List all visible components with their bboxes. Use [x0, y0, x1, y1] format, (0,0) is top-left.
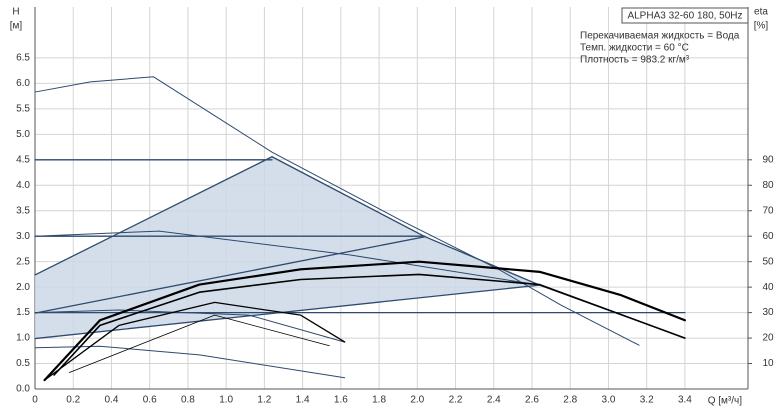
- y-unit: [м]: [10, 21, 23, 32]
- y2-tick-label: 60: [762, 231, 774, 242]
- y2-tick-label: 50: [762, 256, 774, 267]
- y-tick-label: 5.5: [16, 104, 30, 115]
- x-tick-label: 1.4: [296, 395, 310, 406]
- x-tick-label: 0.8: [181, 395, 195, 406]
- x-label: Q [м³/ч]: [708, 396, 743, 406]
- x-tick-label: 3.2: [640, 395, 654, 406]
- x-tick-label: 0: [32, 395, 38, 406]
- x-tick-label: 3.4: [678, 395, 692, 406]
- efficiency-curve: [43, 260, 687, 382]
- y-tick-label: 6.5: [16, 53, 30, 64]
- y2-tick-label: 30: [762, 307, 774, 318]
- y-tick-label: 2.5: [16, 256, 30, 267]
- y-tick-label: 3.0: [16, 231, 30, 242]
- y-tick-label: 1.5: [16, 307, 30, 318]
- pump-curve: [34, 236, 426, 314]
- annotation: Плотность = 983.2 кг/м³: [580, 55, 690, 66]
- pump-curve: [34, 284, 541, 340]
- efficiency-curve: [69, 314, 330, 373]
- efficiency-curve: [43, 301, 346, 381]
- pump-curve: [34, 309, 346, 343]
- y2-tick-label: 40: [762, 282, 774, 293]
- y-tick-label: 4.0: [16, 180, 30, 191]
- y-tick-label: 6.0: [16, 78, 30, 89]
- y2-tick-label: 10: [762, 358, 774, 369]
- x-tick-label: 2.4: [487, 395, 501, 406]
- operating-area: [35, 156, 540, 339]
- y-tick-label: 3.5: [16, 205, 30, 216]
- x-tick-label: 1.8: [372, 395, 386, 406]
- x-tick-label: 1.0: [219, 395, 233, 406]
- y-label: H: [12, 7, 19, 18]
- chart-title: ALPHA3 32-60 180, 50Hz: [627, 11, 742, 22]
- y2-tick-label: 80: [762, 180, 774, 191]
- y2-tick-label: 70: [762, 205, 774, 216]
- annotation: Перекачиваемая жидкость = Вода: [580, 31, 740, 42]
- y2-tick-label: 90: [762, 154, 774, 165]
- x-tick-label: 3.0: [602, 395, 616, 406]
- y-tick-label: 5.0: [16, 129, 30, 140]
- x-tick-label: 2.8: [563, 395, 577, 406]
- x-tick-label: 1.6: [334, 395, 348, 406]
- y-tick-label: 1.0: [16, 333, 30, 344]
- x-tick-label: 0.2: [66, 395, 80, 406]
- x-tick-label: 2.2: [449, 395, 463, 406]
- y2-label: eta: [754, 7, 768, 18]
- pump-curve: [34, 76, 640, 346]
- efficiency-curve: [53, 273, 686, 376]
- y2-tick-label: 20: [762, 333, 774, 344]
- y-tick-label: 4.5: [16, 154, 30, 165]
- pump-curve: [34, 345, 346, 379]
- y-tick-label: 0.5: [16, 358, 30, 369]
- x-tick-label: 0.4: [105, 395, 119, 406]
- annotation: Темп. жидкости = 60 °C: [580, 43, 689, 54]
- x-tick-label: 2.6: [525, 395, 539, 406]
- pump-curve: [34, 156, 273, 276]
- x-tick-label: 1.2: [257, 395, 271, 406]
- y-tick-label: 2.0: [16, 282, 30, 293]
- y-tick-label: 0.0: [16, 384, 30, 395]
- y2-unit: [%]: [754, 21, 769, 32]
- x-tick-label: 2.0: [410, 395, 424, 406]
- x-tick-label: 0.6: [143, 395, 157, 406]
